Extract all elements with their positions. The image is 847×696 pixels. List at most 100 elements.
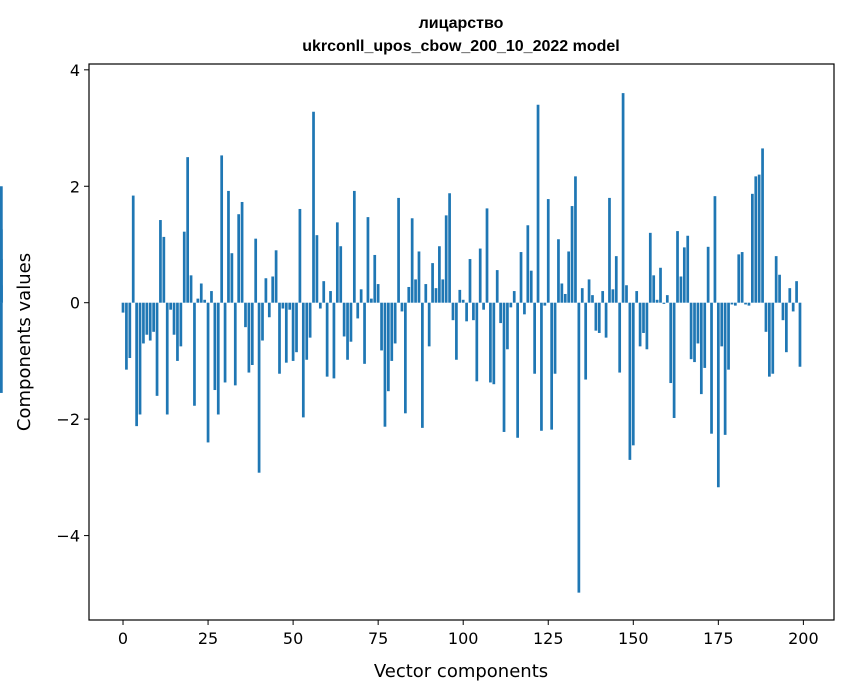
bar [393,302,397,344]
bar [529,270,533,303]
bar [553,302,557,374]
bar [366,217,370,303]
bar [597,302,601,333]
bar [339,246,343,303]
bar [608,197,611,303]
bar [455,302,458,360]
bar [199,283,203,303]
bar [250,302,254,365]
bar [710,302,713,434]
bar [291,302,295,361]
bar [227,190,230,303]
bar [785,302,788,353]
bar [271,276,275,303]
bar [465,302,468,322]
bar [281,302,285,309]
bar [771,302,775,374]
bar [342,302,346,337]
bar [172,302,176,335]
bar [284,302,288,363]
bar [733,302,737,306]
bar [230,253,234,303]
bar [121,302,125,313]
bar [352,190,356,303]
x-axis-ticks: 0 25 50 75 100 125 150 175 200 [118,620,819,648]
bar [380,302,383,351]
bar [621,93,625,303]
bar [131,195,135,303]
bar [648,232,652,303]
bar [550,302,554,430]
bar [499,302,502,324]
bar [659,267,662,303]
bar [210,291,213,303]
bar [489,302,492,383]
bar [580,288,584,303]
bar [223,302,227,383]
x-tick-label: 125 [533,629,564,648]
bar [196,298,200,303]
bar [356,302,360,319]
bar [145,302,149,335]
bar [757,174,761,303]
bar [703,302,707,368]
bar [220,155,224,303]
bar [264,278,268,303]
bar [798,302,802,367]
bar [390,302,394,361]
bar [570,206,574,303]
x-tick-label: 75 [368,629,388,648]
bar [373,254,377,303]
bar [506,302,509,350]
x-tick-label: 200 [788,629,819,648]
bar [298,208,302,303]
bar [461,299,465,303]
bar [795,281,798,303]
bar [404,302,407,414]
bar [788,288,792,303]
bar [472,302,475,321]
bar [363,302,366,364]
bar [254,238,258,303]
bar [584,302,588,380]
bar [635,291,639,303]
bar [543,302,547,306]
bar [325,302,329,377]
bar [189,275,193,303]
bar [159,220,162,303]
bar [574,176,577,303]
bar [601,291,605,303]
bar [257,302,261,473]
bar [142,302,145,344]
bar [458,289,462,303]
bar [614,256,618,303]
bar [761,148,764,303]
bar [267,302,271,318]
x-tick-label: 25 [198,629,218,648]
y-tick-label: −2 [56,410,80,429]
bar [315,235,319,303]
bar [485,208,489,303]
bar [148,302,152,341]
bar [567,251,571,303]
bar [652,275,656,303]
bar [699,302,703,395]
bar [557,239,560,303]
bar [713,196,717,303]
bar [645,302,649,350]
bar [540,302,543,431]
bar [410,218,414,303]
bar [625,285,628,303]
bar [312,111,315,303]
x-axis-label: Vector components [374,661,548,682]
bar [448,193,451,303]
bar [768,302,771,377]
bar [730,302,734,305]
bar [431,263,434,303]
bar [495,270,499,303]
bar [274,250,278,303]
bar [526,225,530,303]
bar [519,252,523,303]
bar [247,302,251,373]
bar [417,251,421,303]
